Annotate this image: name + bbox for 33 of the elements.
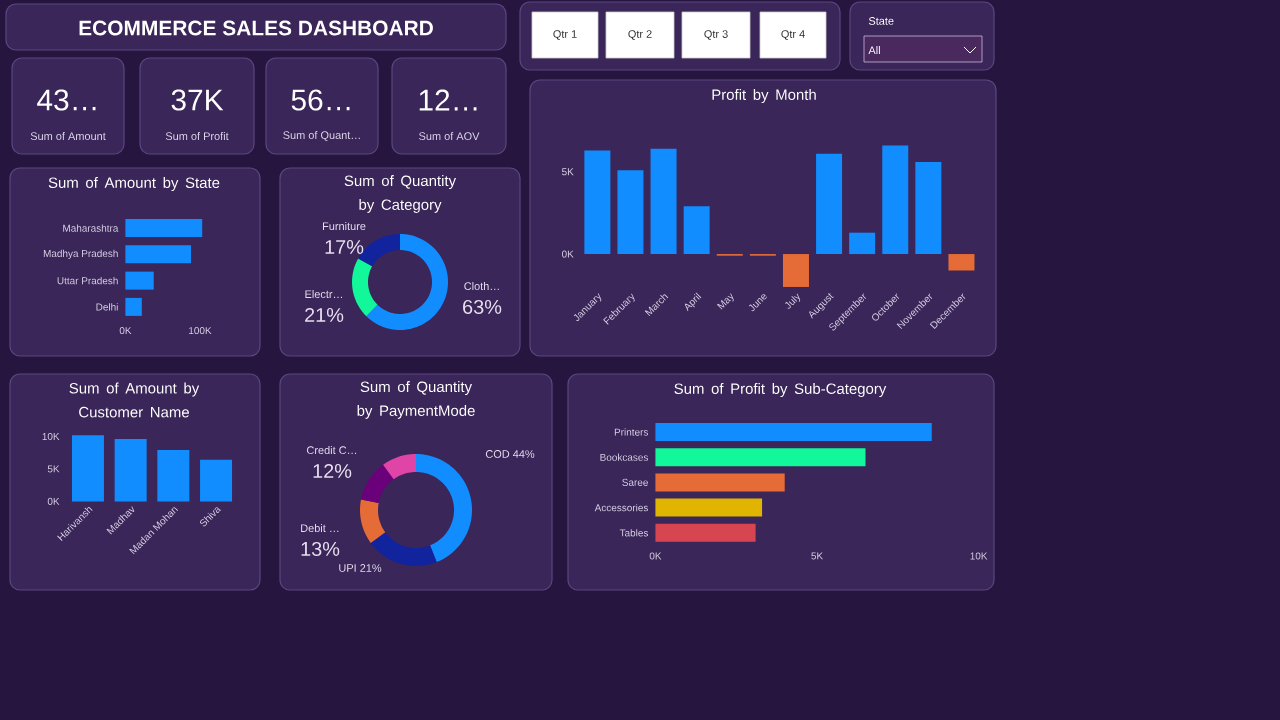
data-label: 21% [305, 307, 344, 322]
data-label: 12% [313, 463, 352, 478]
text: 56… [291, 89, 350, 111]
bar [125, 297, 142, 316]
bar [125, 245, 192, 264]
bar [782, 254, 809, 287]
data-label: 13% [301, 541, 340, 557]
bar [915, 161, 942, 255]
bar [114, 439, 147, 502]
bar [655, 498, 763, 517]
bar [655, 423, 932, 442]
bar [650, 148, 677, 255]
bar [200, 459, 233, 502]
text: 12… [419, 89, 477, 111]
bar [655, 448, 866, 467]
bar [617, 170, 644, 255]
bar [655, 523, 756, 542]
bar [882, 145, 909, 255]
text: 43… [37, 89, 96, 111]
bar [125, 219, 203, 238]
text: ECOMMERCE SALES DASHBOARD [79, 20, 433, 36]
data-label: 17% [325, 240, 364, 254]
bar [948, 254, 975, 271]
bar [849, 232, 876, 255]
text: 37K [171, 89, 224, 111]
bar [157, 450, 190, 502]
bar [655, 473, 785, 492]
bar [683, 206, 710, 255]
bar [584, 150, 611, 255]
bar [125, 271, 154, 290]
bar [816, 153, 843, 255]
bar [71, 435, 104, 502]
data-label: 63% [463, 299, 502, 315]
